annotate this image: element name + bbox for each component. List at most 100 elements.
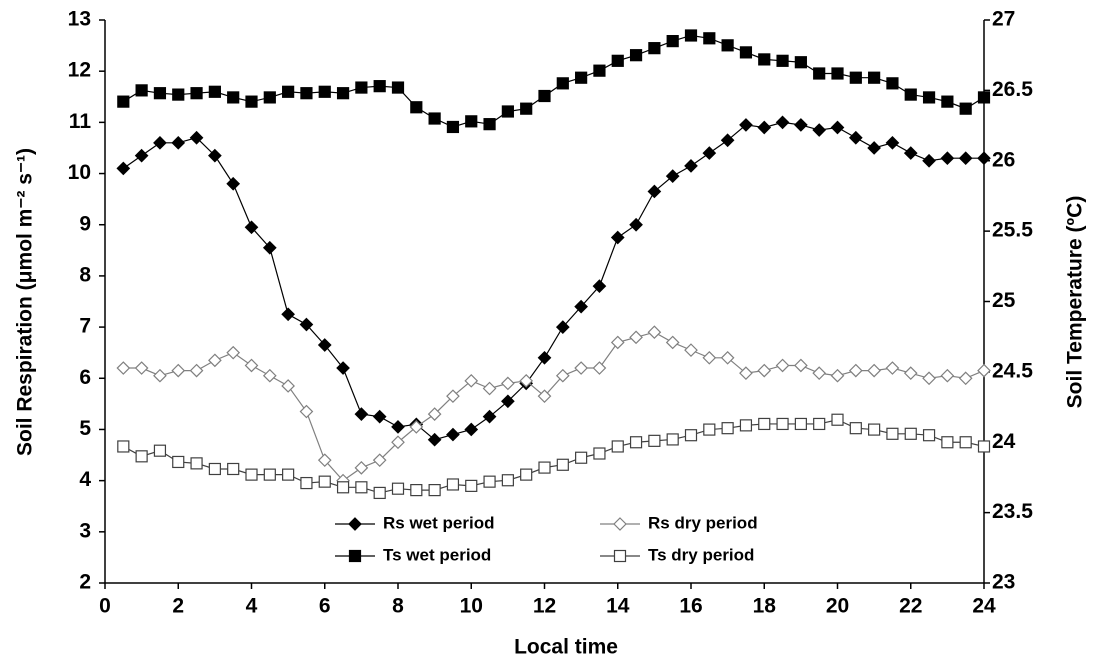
point [299,404,314,419]
point [648,42,661,55]
point [538,461,551,474]
point [794,358,808,373]
point [281,379,295,393]
point [610,335,625,350]
point [556,77,569,90]
point [775,358,790,373]
point [592,279,607,293]
point [886,427,899,440]
point [501,394,515,409]
point [373,80,386,93]
point [135,84,148,97]
point [940,368,955,383]
x-tick-label: 2 [172,595,184,618]
y2-tick-label: 25.5 [992,219,1033,242]
point [758,417,771,431]
legend-marker [613,517,627,531]
point [812,123,827,137]
point [757,363,772,378]
x-tick-label: 22 [899,595,922,618]
point [134,361,149,375]
point [849,422,862,435]
point [537,389,552,404]
point [172,88,185,101]
point [848,130,863,145]
point [318,475,331,488]
legend-marker [348,549,362,563]
point [520,468,533,481]
y-tick-label: 8 [79,263,91,286]
point [501,474,514,487]
point [171,135,186,150]
point [703,32,716,45]
point [318,85,331,98]
point [117,95,130,108]
point [703,423,716,436]
point [775,115,790,130]
y-tick-label: 3 [79,519,91,542]
point [317,453,332,468]
point [391,435,405,450]
point [831,67,844,80]
point [409,420,424,434]
point [391,81,405,94]
point [940,151,955,166]
point [629,49,643,62]
y-tick-label: 5 [79,417,91,440]
x-tick-label: 20 [826,595,849,618]
y-tick-label: 12 [68,59,91,82]
point [813,417,826,431]
point [208,353,222,368]
point [757,120,772,135]
x-tick-label: 8 [392,595,404,618]
point [245,95,258,108]
point [244,358,259,373]
point [739,46,753,59]
point [410,484,423,497]
point [116,161,131,176]
point [977,151,991,166]
point [958,371,973,386]
point [922,91,936,104]
point [555,368,570,383]
point [868,423,881,436]
point [465,479,478,492]
point [300,87,313,100]
point [758,53,771,66]
point [391,420,405,434]
point [977,91,991,104]
point [282,468,295,481]
point [941,436,954,449]
y2-tick-label: 23 [992,571,1015,594]
y-tick-label: 7 [79,315,91,338]
y-tick-label: 9 [79,212,91,235]
point [776,54,789,67]
point [153,444,167,457]
point [684,159,698,173]
point [922,429,936,442]
y2-tick-label: 24.5 [992,359,1033,382]
point [904,427,917,440]
point [720,350,735,365]
point [263,91,276,104]
point [226,345,241,360]
y-tick-label: 11 [69,110,92,133]
point [794,417,807,431]
point [208,85,221,98]
y-tick-label: 4 [79,468,91,491]
point [317,338,332,352]
y2-tick-label: 25 [992,289,1016,312]
point [868,71,881,84]
point [428,484,441,497]
point [464,373,479,388]
point [226,176,241,191]
point [355,481,368,494]
y2-tick-label: 26.5 [992,78,1033,101]
point [611,440,624,453]
point [959,436,972,449]
point [336,361,350,375]
point [464,422,479,437]
point [117,440,130,453]
point [483,475,496,488]
